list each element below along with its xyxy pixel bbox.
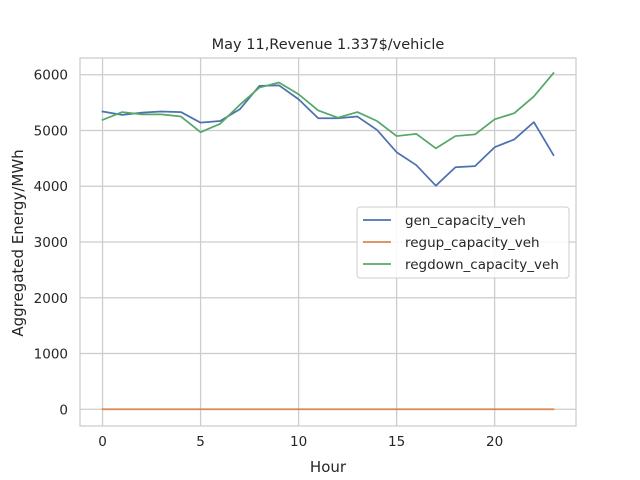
grid bbox=[80, 58, 576, 426]
series-line-gen_capacity_veh bbox=[101, 84, 555, 187]
y-tick-label: 5000 bbox=[34, 123, 68, 139]
legend-label: regdown_capacity_veh bbox=[405, 257, 559, 273]
series-lines bbox=[101, 71, 555, 411]
x-tick-label: 10 bbox=[290, 434, 307, 450]
y-tick-label: 1000 bbox=[34, 347, 68, 363]
y-tick-label: 2000 bbox=[34, 291, 68, 307]
legend-label: gen_capacity_veh bbox=[405, 213, 526, 229]
chart-title: May 11,Revenue 1.337$/vehicle bbox=[212, 37, 445, 53]
x-tick-label: 15 bbox=[388, 434, 405, 450]
legend-box bbox=[356, 206, 570, 279]
plot-frame bbox=[79, 57, 577, 427]
y-tick-label: 6000 bbox=[34, 68, 68, 84]
y-tick-label: 4000 bbox=[34, 179, 68, 195]
x-tick-label: 0 bbox=[98, 434, 107, 450]
legend-label: regup_capacity_veh bbox=[405, 235, 540, 251]
y-tick-label: 0 bbox=[59, 402, 68, 418]
y-tick-label: 3000 bbox=[34, 235, 68, 251]
tick-labels: 0 5 10 15 20 0 1000 2000 3000 4000 5000 6000 bbox=[34, 68, 504, 450]
x-axis-label: Hour bbox=[310, 458, 347, 476]
y-axis-label: Aggregated Energy/MWh bbox=[9, 149, 27, 336]
series-line-regdown_capacity_veh bbox=[101, 71, 555, 150]
x-tick-label: 20 bbox=[486, 434, 503, 450]
legend: gen_capacity_veh regup_capacity_vehregdow… bbox=[356, 206, 570, 279]
x-tick-label: 5 bbox=[196, 434, 205, 450]
